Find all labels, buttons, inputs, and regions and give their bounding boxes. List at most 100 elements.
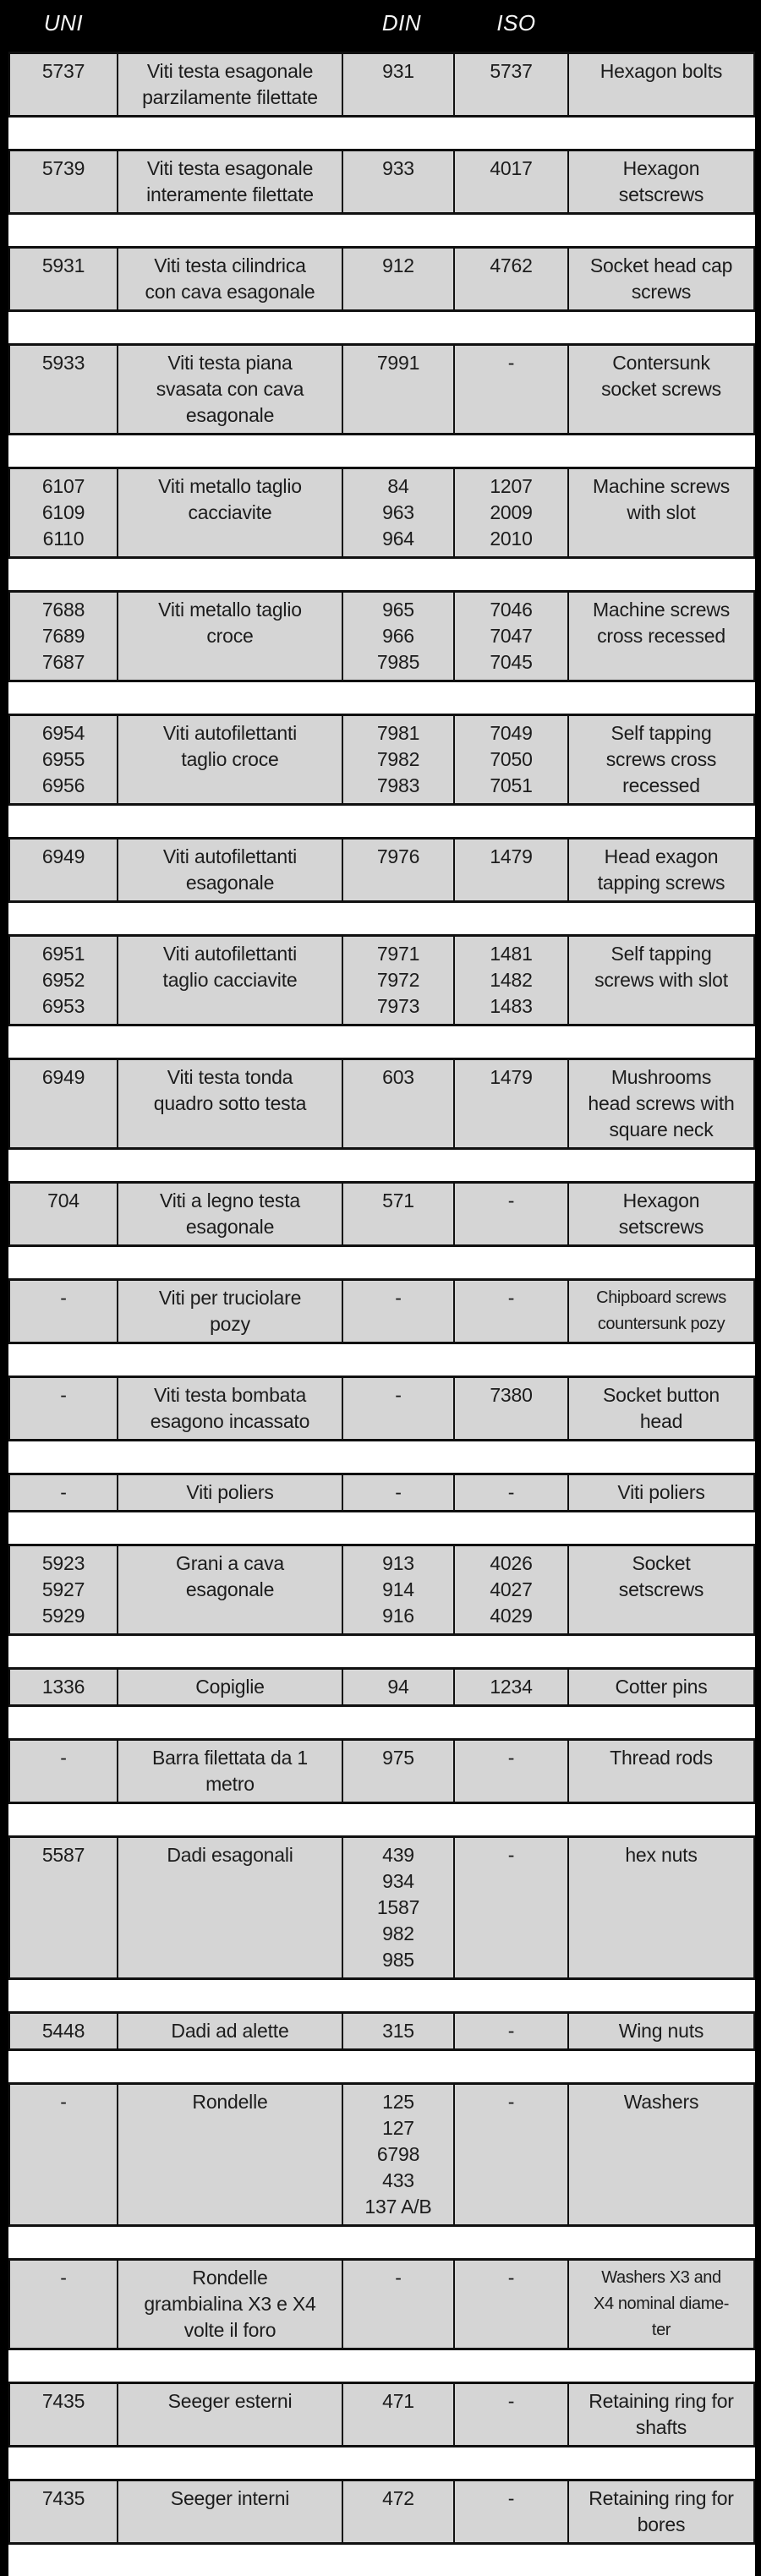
cell-uni-code: - [10,1378,118,1439]
row-separator [8,2545,755,2576]
cell-description-en: Thread rods [610,1747,713,1769]
cell-description-it: Viti testa esagonale parzilamente filett… [118,54,343,115]
cell-iso-code: - [455,1184,569,1244]
cell-iso-code: 7046 7047 7045 [455,593,569,680]
cell-din-code: 913 914 916 [343,1546,455,1633]
column-header-uni: UNI [43,10,84,36]
row-separator [8,806,755,837]
table-row: 5448 Dadi ad alette 315 - Wing nuts [8,2011,755,2051]
cell-din-code: 931 [343,54,455,115]
table-row: 6949 Viti autofilettanti esagonale 7976 … [8,837,755,903]
cell-description-en: Retaining ring for bores [589,2487,734,2535]
table-row: - Viti poliers - - Viti poliers [8,1473,755,1512]
cell-iso-code: - [455,2481,569,2542]
cell-din-code: 7991 [343,346,455,433]
cell-din-code: 471 [343,2384,455,2445]
cell-description-it: Barra filettata da 1 metro [118,1741,343,1802]
row-separator [8,1150,755,1181]
cell-iso-code: 1234 [455,1670,569,1704]
cell-din-code: - [343,1378,455,1439]
table-row: 6107 6109 6110 Viti metallo taglio cacci… [8,467,755,559]
cell-din-code: 84 963 964 [343,469,455,556]
cell-iso-code: 7049 7050 7051 [455,716,569,803]
row-separator [8,2227,755,2258]
cell-description-en: Hexagon bolts [599,60,723,82]
cell-din-code: 7981 7982 7983 [343,716,455,803]
column-header-din: DIN [381,10,422,36]
cell-description-it: Viti testa esagonale interamente filetta… [118,151,343,212]
cell-iso-code: - [455,2384,569,2445]
cell-description-en: Socket setscrews [618,1552,704,1600]
table-row: 6949 Viti testa tonda quadro sotto testa… [8,1058,755,1150]
cell-description-it: Copiglie [118,1670,343,1704]
row-separator [8,1441,755,1473]
cell-din-code: 315 [343,2014,455,2048]
cell-uni-code: 5587 [10,1838,118,1977]
cell-uni-code: 704 [10,1184,118,1244]
cell-description-it: Seeger esterni [118,2384,343,2445]
row-separator [8,118,755,149]
cell-uni-code: - [10,2085,118,2224]
table-row: 5931 Viti testa cilindrica con cava esag… [8,246,755,312]
row-separator [8,2447,755,2479]
cell-uni-code: - [10,1741,118,1802]
cell-uni-code: 7435 [10,2384,118,2445]
cell-iso-code: 7380 [455,1378,569,1439]
cell-uni-code: 5448 [10,2014,118,2048]
cell-description-it: Viti autofilettanti esagonale [118,840,343,900]
row-separator [8,682,755,714]
cell-iso-code: - [455,2014,569,2048]
cell-description-en: Hexagon setscrews [618,157,704,205]
row-separator [8,1344,755,1376]
cell-uni-code: 6954 6955 6956 [10,716,118,803]
cell-uni-code: 5931 [10,249,118,309]
row-separator [8,1707,755,1738]
cell-din-code: 933 [343,151,455,212]
cell-description-en: Self tapping screws cross recessed [605,722,717,796]
cell-uni-code: - [10,1281,118,1342]
cell-description-it: Viti per truciolare pozy [118,1281,343,1342]
cell-description-it: Viti a legno testa esagonale [118,1184,343,1244]
cell-iso-code: 1479 [455,1060,569,1147]
cell-description-en: Head exagon tapping screws [597,845,725,894]
cell-din-code: 571 [343,1184,455,1244]
row-separator [8,1026,755,1058]
cell-iso-code: 4762 [455,249,569,309]
cell-uni-code: 6107 6109 6110 [10,469,118,556]
cell-description-en: Mushrooms head screws with square neck [588,1066,735,1140]
standards-table: 5737 Viti testa esagonale parzilamente f… [8,52,755,2576]
row-separator [8,903,755,934]
cell-description-it: Viti autofilettanti taglio croce [118,716,343,803]
cell-description-en: Retaining ring for shafts [589,2390,734,2438]
cell-description-it: Seeger interni [118,2481,343,2542]
cell-description-it: Viti autofilettanti taglio cacciavite [118,937,343,1024]
cell-din-code: 439 934 1587 982 985 [343,1838,455,1977]
cell-din-code: 912 [343,249,455,309]
cell-iso-code: 4017 [455,151,569,212]
cell-iso-code: - [455,1281,569,1342]
cell-description-en: Socket button head [602,1384,720,1432]
table-row: 5737 Viti testa esagonale parzilamente f… [8,52,755,118]
table-row: 5587 Dadi esagonali 439 934 1587 982 985… [8,1835,755,1980]
table-row: 1336 Copiglie 94 1234 Cotter pins [8,1667,755,1707]
table-row: - Viti testa bombata esagono incassato -… [8,1376,755,1441]
cell-iso-code: - [455,2261,569,2348]
row-separator [8,215,755,246]
cell-description-en: Chipboard screws countersunk pozy [596,1288,726,1333]
cell-description-en: Machine screws cross recessed [592,599,731,647]
cell-din-code: 7971 7972 7973 [343,937,455,1024]
table-row: 6954 6955 6956 Viti autofilettanti tagli… [8,714,755,806]
cell-description-en: Contersunk socket screws [601,352,721,400]
cell-iso-code: - [455,346,569,433]
cell-din-code: 472 [343,2481,455,2542]
cell-iso-code: - [455,1838,569,1977]
cell-uni-code: 5933 [10,346,118,433]
cell-din-code: - [343,2261,455,2348]
cell-description-it: Rondelle grambialina X3 e X4 volte il fo… [118,2261,343,2348]
cell-uni-code: 7688 7689 7687 [10,593,118,680]
cell-din-code: - [343,1475,455,1510]
cell-iso-code: - [455,1741,569,1802]
table-row: - Barra filettata da 1 metro 975 - Threa… [8,1738,755,1804]
cell-description-en: hex nuts [625,1844,698,1866]
